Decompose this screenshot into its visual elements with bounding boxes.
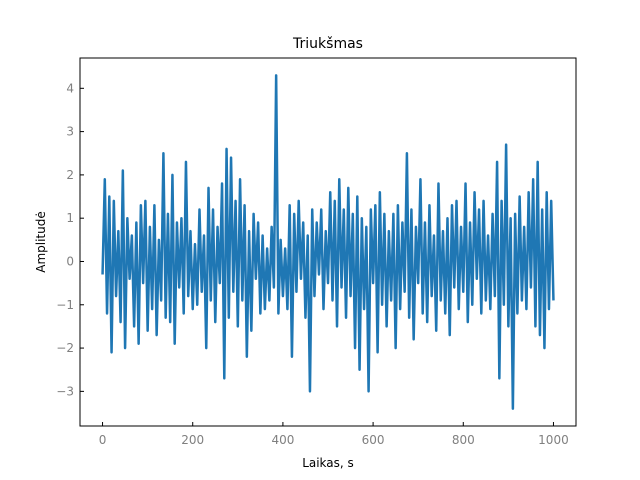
y-axis-label: Amplitudė: [34, 211, 48, 273]
x-tick-label-1: 200: [181, 433, 204, 447]
data-layer: [101, 74, 555, 410]
chart-title: Triukšmas: [292, 36, 363, 52]
y-tick-label-5: 2: [66, 168, 74, 182]
y-tick-label-2: −1: [56, 298, 74, 312]
y-tick-label-0: −3: [56, 384, 74, 398]
x-axis-label: Laikas, s: [302, 456, 354, 470]
y-tick-label-4: 1: [66, 211, 74, 225]
y-tick-label-6: 3: [66, 125, 74, 139]
x-tick-label-4: 800: [452, 433, 475, 447]
x-tick-label-0: 0: [99, 433, 107, 447]
tick-layer: 0 200 400 600 800 1000 −3 −2 −1 0 1 2 3 4: [56, 81, 568, 447]
y-tick-label-3: 0: [66, 254, 74, 268]
x-tick-label-3: 600: [362, 433, 385, 447]
series-line-0: [101, 74, 555, 410]
axes-frame: [79, 57, 577, 427]
y-tick-label-1: −2: [56, 341, 74, 355]
x-tick-label-2: 400: [271, 433, 294, 447]
y-tick-label-7: 4: [66, 81, 74, 95]
x-tick-label-5: 1000: [538, 433, 569, 447]
